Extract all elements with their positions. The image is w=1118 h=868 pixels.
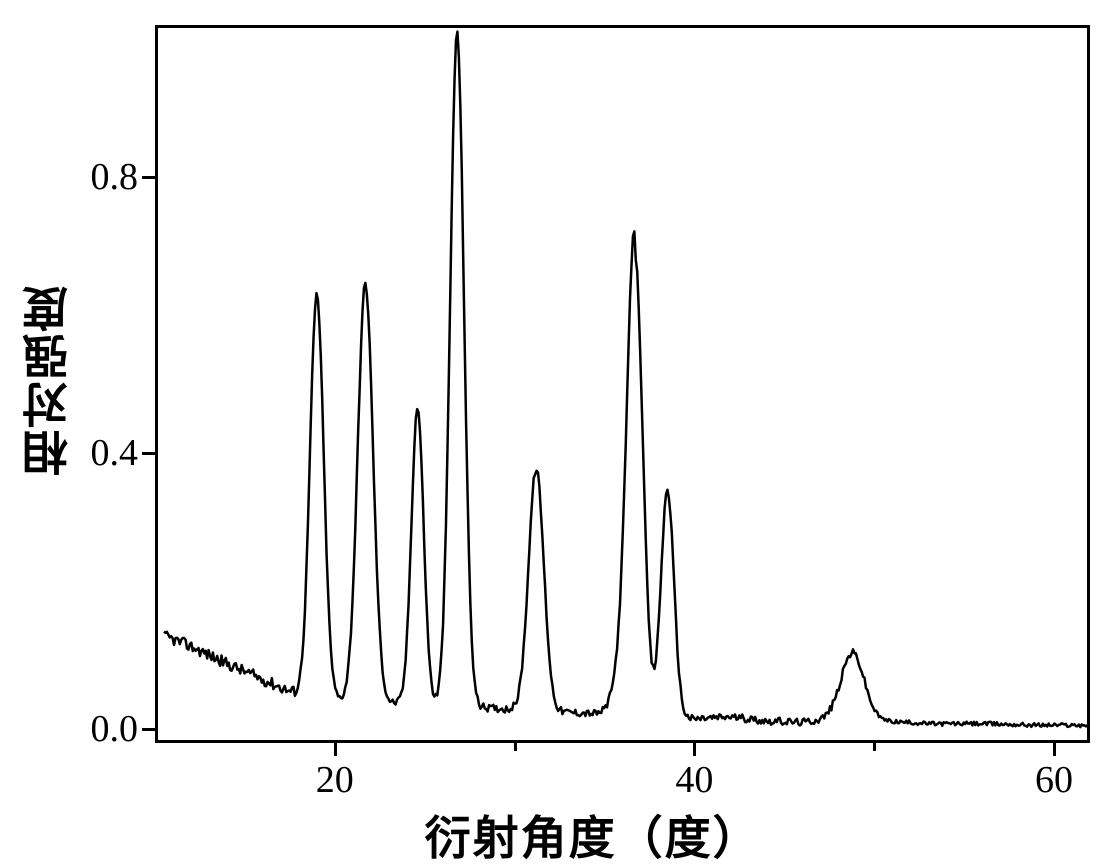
- x-tick-minor: [873, 743, 876, 751]
- x-axis-label: 衍射角度（度）: [425, 802, 761, 868]
- x-tick: [334, 743, 337, 756]
- x-tick-label: 60: [1035, 758, 1073, 802]
- x-tick: [1053, 743, 1056, 756]
- spectrum-line: [155, 25, 1090, 743]
- y-tick-label: 0.8: [91, 155, 139, 199]
- x-tick-label: 40: [675, 758, 713, 802]
- xrd-chart: 相对强度 衍射角度（度） 0.00.40.8 204060: [0, 0, 1118, 863]
- x-tick-label: 20: [316, 758, 354, 802]
- x-tick: [693, 743, 696, 756]
- x-tick-minor: [514, 743, 517, 751]
- y-tick: [142, 452, 155, 455]
- y-tick: [142, 728, 155, 731]
- y-tick-label: 0.4: [91, 431, 139, 475]
- y-axis-label: 相对强度: [16, 284, 82, 476]
- y-tick-label: 0.0: [91, 707, 139, 751]
- y-tick: [142, 176, 155, 179]
